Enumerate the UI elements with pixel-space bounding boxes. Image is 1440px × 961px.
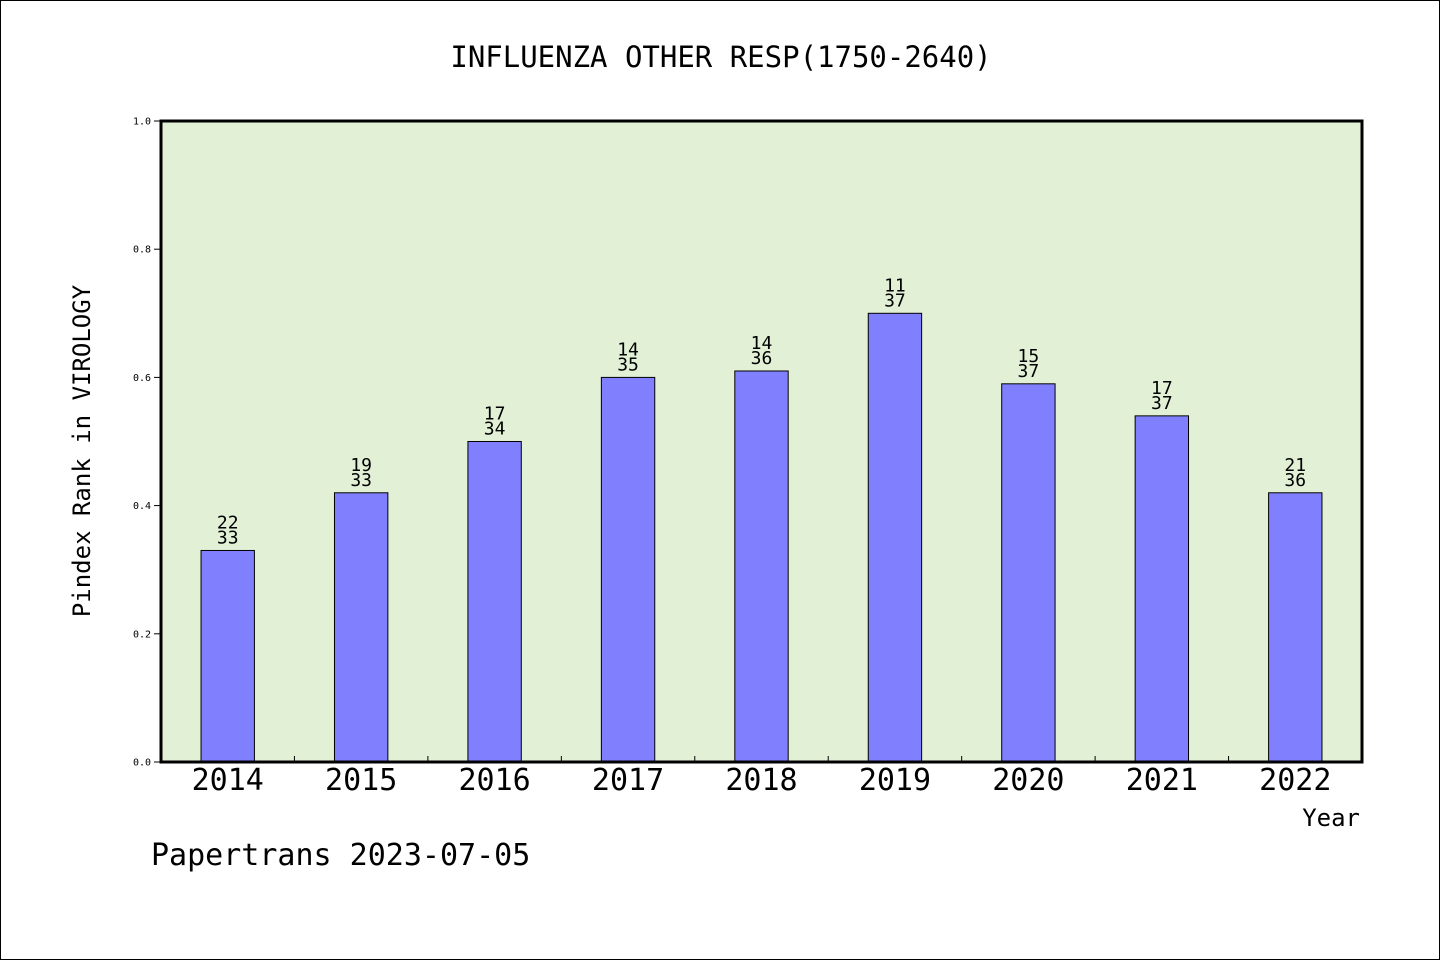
bar-total-label-2014: 33 [217,527,239,548]
bar-2021 [1134,415,1190,763]
x-tick-label-2022: 2022 [1259,763,1331,798]
footer-credit: Papertrans 2023-07-05 [151,838,530,873]
y-axis: 0.0 0.2 0.4 0.6 0.8 1.0 [133,117,161,769]
x-tick-label-2021: 2021 [1126,763,1198,798]
bar-total-label-2016: 34 [484,419,506,440]
bar-2015 [333,492,389,763]
bar-rank-label-2015: 19 [350,455,372,476]
x-tick-label-2014: 2014 [192,763,264,798]
x-tick-label-2020: 2020 [992,763,1064,798]
x-tick-label-2018: 2018 [725,763,797,798]
y-tick-label: 0.4 [133,501,151,512]
bar-total-label-2021: 37 [1151,393,1173,414]
plot-frame [159,119,1364,764]
bars-layer [200,312,1323,763]
bar-rank-label-2017: 14 [617,339,639,360]
bar-total-label-2020: 37 [1018,361,1040,382]
bar-2022 [1268,492,1323,763]
x-tick-label-2016: 2016 [458,763,530,798]
bar-rank-label-2014: 22 [217,512,239,533]
bar-rank-label-2019: 11 [884,275,906,296]
bar-rank-label-2016: 17 [484,404,506,425]
bar-2020 [1001,383,1056,763]
bar-total-label-2015: 33 [350,470,372,491]
bar-total-label-2017: 35 [617,354,639,375]
bar-2018 [734,370,789,763]
bar-rank-label-2021: 17 [1151,378,1173,399]
bar-2017 [600,376,656,763]
bar-rank-label-2020: 15 [1018,346,1040,367]
x-tick-label-2019: 2019 [859,763,931,798]
bar-rank-label-2022: 21 [1284,455,1306,476]
bar-2014 [200,549,255,763]
y-tick-label: 0.0 [133,758,151,769]
bar-total-label-2022: 36 [1284,470,1306,491]
y-tick-label: 0.8 [133,245,151,256]
y-axis-title: Pindex Rank in VIROLOGY [68,284,96,617]
x-tick-label-2017: 2017 [592,763,664,798]
bar-rank-label-2018: 14 [751,333,773,354]
x-tick-label-2015: 2015 [325,763,397,798]
bar-2019 [867,312,923,763]
bar-total-label-2018: 36 [751,348,773,369]
bar-2016 [467,441,522,763]
bar-total-label-2019: 37 [884,290,906,311]
y-tick-label: 0.6 [133,373,151,384]
y-tick-label: 0.2 [133,629,151,640]
x-axis: 2014 2015 2016 2017 2018 2019 2020 2021 2022 [192,756,1331,798]
x-axis-title: Year [1302,804,1360,832]
y-tick-label: 1.0 [133,117,151,128]
chart-title: INFLUENZA OTHER RESP(1750-2640) [450,40,991,74]
